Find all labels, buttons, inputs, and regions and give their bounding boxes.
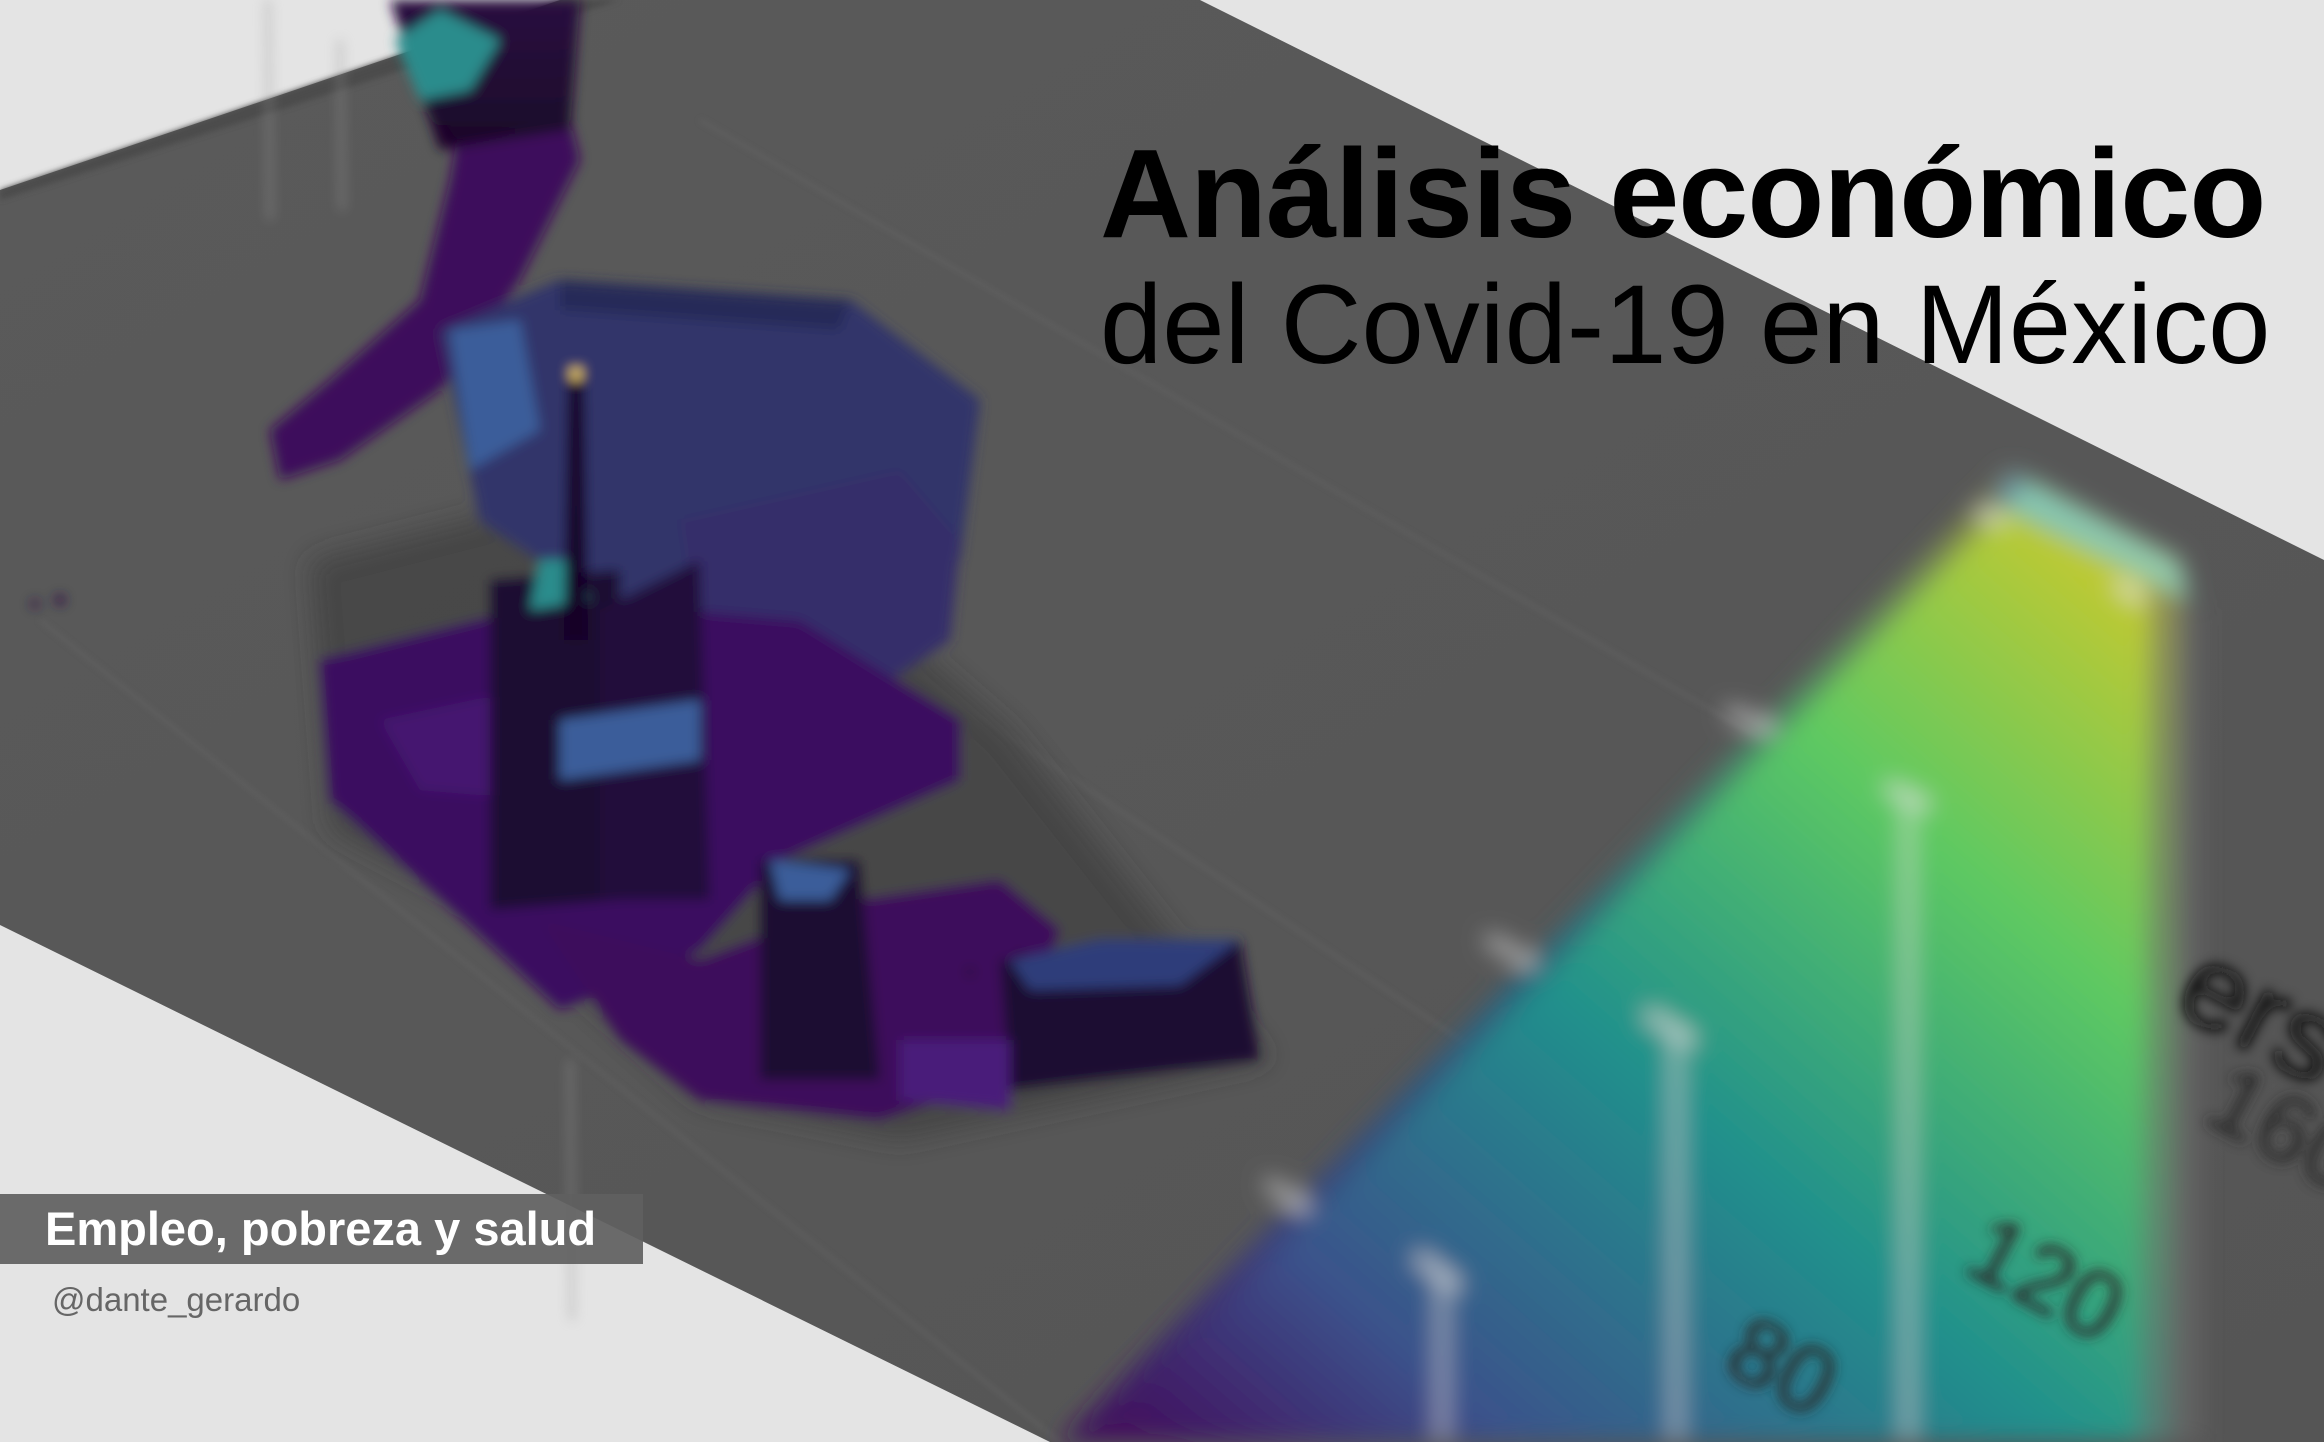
title-block: Análisis económico del Covid-19 en Méxic… [1100, 128, 2300, 390]
vertical-guide-lines [265, 0, 575, 1321]
topic-banner-label: Empleo, pobreza y salud [45, 1202, 597, 1255]
legend-color-bar-3d [1060, 468, 2200, 1442]
page-subtitle: del Covid-19 en México [1100, 262, 2271, 387]
author-handle: @dante_gerardo [52, 1281, 301, 1318]
topic-banner: Empleo, pobreza y salud [0, 1194, 643, 1264]
mexico-map-3d [31, 0, 1270, 1140]
page-title: Análisis económico [1100, 123, 2266, 264]
